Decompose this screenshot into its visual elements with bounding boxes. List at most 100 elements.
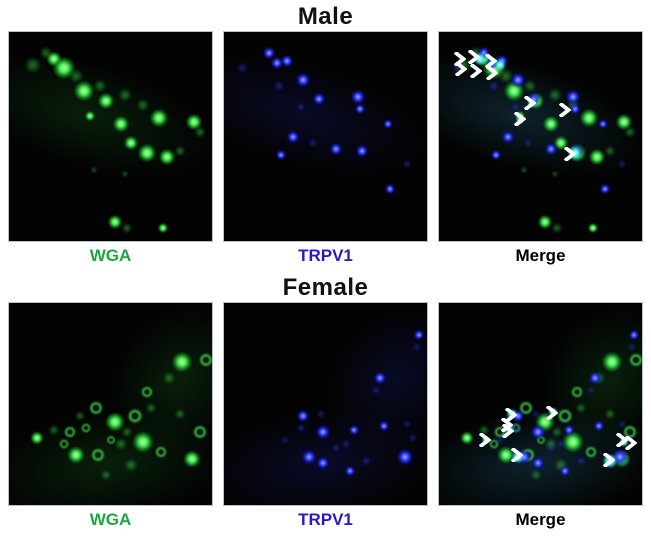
fluorescent-cell (628, 352, 642, 367)
fluorescent-cell (309, 138, 318, 147)
fluorescent-cell (521, 166, 528, 173)
fluorescent-cell (576, 403, 587, 414)
fluorescent-cell (551, 171, 558, 178)
fluorescent-cell (601, 351, 622, 372)
fluorescent-cell (237, 62, 248, 73)
fluorescent-cell (600, 183, 611, 194)
fluorescent-cell (563, 425, 574, 436)
fluorescent-cell (604, 146, 615, 157)
fluorescent-cell (544, 143, 557, 156)
fluorescent-cell (598, 119, 608, 129)
fluorescent-cell (624, 126, 636, 138)
fluorescent-cell (536, 435, 545, 445)
fluorescent-cell (604, 409, 615, 420)
fluorescent-cell (91, 447, 106, 462)
fluorescent-cell (594, 421, 605, 432)
female-merge-label: Merge (515, 510, 566, 529)
male-wga-micrograph (8, 31, 213, 242)
fluorescent-cell (559, 465, 570, 476)
fluorescent-cell (372, 385, 381, 394)
male-trpv1-label: TRPV1 (298, 246, 353, 265)
colocalization-arrowhead-icon (602, 451, 616, 469)
male-panel-row (8, 31, 643, 242)
fluorescent-cell (296, 73, 311, 88)
fluorescent-cell (488, 81, 499, 92)
fluorescent-cell (452, 62, 463, 73)
female-panel-row (8, 302, 643, 506)
fluorescent-cell (402, 159, 411, 168)
fluorescent-cell (171, 351, 192, 372)
colocalization-arrowhead-icon (478, 432, 492, 449)
male-group: Male WGA TRPV1 Merge (8, 2, 643, 268)
fluorescent-cell (317, 410, 326, 419)
fluorescent-cell (194, 126, 206, 138)
fluorescent-cell (136, 99, 149, 112)
fluorescent-cell (556, 440, 565, 449)
fluorescent-cell (344, 465, 355, 476)
fluorescence-haze (9, 32, 212, 199)
fluorescent-cell (94, 80, 107, 93)
colocalization-arrowhead-icon (616, 432, 629, 449)
fluorescent-cell (350, 89, 365, 104)
fluorescent-cell (531, 469, 542, 480)
fluorescent-cell (553, 135, 568, 150)
fluorescent-cell (138, 144, 157, 163)
fluorescent-cell (85, 110, 96, 121)
female-group: Female WGA TRPV1 Merge (8, 273, 643, 532)
fluorescent-cell (580, 108, 599, 127)
fluorescent-cell (185, 113, 202, 130)
fluorescent-cell (121, 223, 132, 234)
fluorescent-cell (25, 57, 42, 74)
fluorescent-cell (273, 81, 284, 92)
male-merge-micrograph (438, 31, 643, 242)
fluorescent-cell (524, 80, 537, 93)
colocalization-arrowhead-icon (625, 435, 638, 452)
fluorescent-cell (118, 88, 132, 102)
fluorescent-cell (570, 104, 580, 115)
female-label-row: WGA TRPV1 Merge (8, 506, 643, 532)
fluorescent-cell (150, 108, 169, 127)
fluorescent-cell (121, 171, 128, 178)
fluorescent-cell (571, 385, 584, 398)
fluorescent-cell (385, 183, 396, 194)
fluorescent-cell (316, 425, 331, 440)
fluorescent-cell (511, 73, 526, 88)
fluorescent-cell (101, 469, 112, 480)
colocalization-arrowhead-icon (468, 48, 481, 65)
fluorescent-cell (498, 68, 513, 83)
fluorescent-cell (329, 143, 342, 156)
colocalization-arrowhead-icon (501, 423, 515, 440)
fluorescent-cell (183, 450, 201, 468)
fluorescent-cell (123, 135, 138, 150)
fluorescent-cell (155, 446, 168, 459)
fluorescent-cell (132, 431, 154, 453)
fluorescent-cell (280, 436, 289, 445)
colocalization-arrowhead-icon (559, 101, 573, 119)
fluorescent-cell (48, 425, 59, 436)
fluorescent-cell (296, 423, 306, 433)
fluorescent-cell (478, 425, 489, 436)
female-wga-label: WGA (89, 510, 132, 529)
fluorescent-cell (63, 426, 76, 439)
fluorescent-cell (317, 456, 330, 469)
fluorescent-cell (589, 149, 606, 166)
fluorescent-cell (617, 420, 626, 429)
fluorescent-cell (280, 55, 293, 68)
male-wga-label: WGA (89, 246, 132, 265)
fluorescent-cell (562, 431, 584, 453)
fluorescent-cell (198, 352, 212, 367)
colocalization-arrowhead-icon (470, 62, 483, 79)
fluorescent-cell (511, 423, 521, 433)
fluorescent-cell (512, 103, 521, 112)
female-trpv1-label: TRPV1 (298, 510, 353, 529)
fluorescent-cell (524, 138, 533, 147)
fluorescent-cell (627, 343, 636, 352)
fluorescence-haze (224, 32, 427, 199)
fluorescent-cell (402, 420, 411, 429)
fluorescent-cell (98, 92, 115, 109)
fluorescent-cell (270, 57, 283, 70)
fluorescent-cell (114, 438, 127, 451)
fluorescent-cell (557, 408, 573, 424)
fluorescent-cell (313, 92, 326, 105)
fluorescent-cell (158, 223, 169, 234)
